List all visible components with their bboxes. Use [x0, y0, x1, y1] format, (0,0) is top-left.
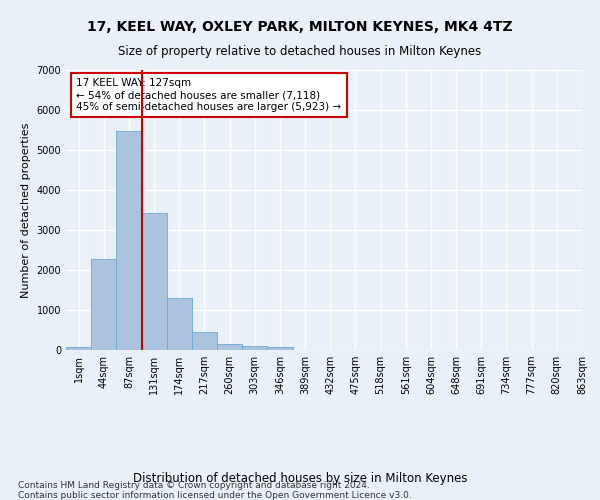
Bar — [142, 213, 167, 350]
Y-axis label: Number of detached properties: Number of detached properties — [21, 122, 31, 298]
Text: Contains HM Land Registry data © Crown copyright and database right 2024.
Contai: Contains HM Land Registry data © Crown c… — [18, 480, 412, 500]
Bar — [217, 344, 242, 350]
Bar — [66, 347, 91, 350]
Text: Size of property relative to detached houses in Milton Keynes: Size of property relative to detached ho… — [118, 45, 482, 58]
Bar — [167, 298, 192, 350]
Bar — [268, 348, 293, 350]
Bar — [116, 131, 142, 350]
Text: Distribution of detached houses by size in Milton Keynes: Distribution of detached houses by size … — [133, 472, 467, 485]
Bar — [192, 332, 217, 350]
Text: 17 KEEL WAY: 127sqm
← 54% of detached houses are smaller (7,118)
45% of semi-det: 17 KEEL WAY: 127sqm ← 54% of detached ho… — [76, 78, 341, 112]
Bar — [242, 346, 268, 350]
Text: 17, KEEL WAY, OXLEY PARK, MILTON KEYNES, MK4 4TZ: 17, KEEL WAY, OXLEY PARK, MILTON KEYNES,… — [87, 20, 513, 34]
Bar — [91, 259, 116, 350]
